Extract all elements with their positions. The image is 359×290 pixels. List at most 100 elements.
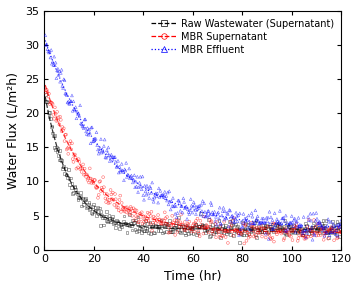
MBR Supernatant (279, 231, 284, 236)
MBR Effluent (259, 216, 265, 221)
Raw Wastewater (Supernatant) (144, 226, 150, 231)
MBR Effluent (286, 223, 292, 227)
MBR Supernatant (327, 227, 332, 232)
MBR Supernatant (332, 228, 338, 233)
MBR Supernatant (301, 233, 307, 237)
MBR Effluent (293, 220, 299, 224)
MBR Supernatant (172, 218, 177, 223)
MBR Supernatant (185, 222, 191, 226)
Raw Wastewater (Supernatant) (48, 125, 54, 129)
MBR Supernatant (129, 213, 135, 218)
Raw Wastewater (Supernatant) (293, 228, 298, 233)
Raw Wastewater (Supernatant) (95, 205, 101, 209)
MBR Effluent (96, 151, 102, 156)
MBR Supernatant (179, 222, 185, 227)
Raw Wastewater (Supernatant) (330, 223, 336, 228)
MBR Supernatant (44, 88, 50, 92)
Raw Wastewater (Supernatant) (53, 147, 59, 152)
MBR Supernatant (224, 229, 229, 233)
MBR Supernatant (215, 228, 220, 233)
MBR Supernatant (213, 222, 218, 226)
MBR Supernatant (151, 218, 157, 223)
MBR Effluent (155, 200, 161, 205)
MBR Effluent (97, 149, 102, 153)
MBR Supernatant (54, 110, 60, 114)
MBR Effluent (195, 206, 200, 211)
Raw Wastewater (Supernatant) (178, 224, 184, 229)
Raw Wastewater (Supernatant) (282, 218, 288, 223)
MBR Effluent (292, 216, 298, 221)
Raw Wastewater (Supernatant) (220, 230, 226, 235)
MBR Supernatant (248, 220, 254, 225)
MBR Supernatant (71, 153, 77, 158)
MBR Supernatant (232, 228, 237, 232)
MBR Supernatant (118, 209, 124, 214)
MBR Supernatant (65, 146, 70, 151)
Raw Wastewater (Supernatant) (288, 227, 293, 231)
MBR Effluent (258, 220, 264, 225)
MBR Effluent (67, 99, 73, 104)
MBR Effluent (67, 102, 73, 106)
Raw Wastewater (Supernatant) (65, 175, 70, 180)
MBR Supernatant (321, 238, 327, 242)
MBR Supernatant (134, 215, 140, 220)
Raw Wastewater (Supernatant) (269, 226, 275, 231)
MBR Effluent (323, 230, 329, 234)
Raw Wastewater (Supernatant) (106, 219, 111, 223)
MBR Effluent (122, 168, 128, 173)
MBR Supernatant (187, 227, 193, 231)
Raw Wastewater (Supernatant) (275, 222, 281, 226)
MBR Supernatant (261, 231, 267, 235)
Raw Wastewater (Supernatant) (84, 206, 90, 210)
MBR Supernatant (196, 231, 202, 236)
Raw Wastewater (Supernatant) (90, 204, 95, 209)
MBR Supernatant (271, 239, 277, 244)
Raw Wastewater (Supernatant) (320, 218, 326, 223)
MBR Effluent (273, 220, 279, 225)
MBR Supernatant (96, 193, 102, 197)
Raw Wastewater (Supernatant) (71, 185, 77, 190)
Raw Wastewater (Supernatant) (133, 218, 139, 222)
Raw Wastewater (Supernatant) (288, 231, 294, 235)
Raw Wastewater (Supernatant) (285, 224, 291, 228)
MBR Supernatant (62, 139, 67, 144)
MBR Effluent (213, 219, 218, 223)
MBR Effluent (243, 218, 248, 223)
MBR Supernatant (130, 209, 136, 213)
MBR Supernatant (241, 221, 246, 226)
Raw Wastewater (Supernatant) (94, 209, 100, 214)
MBR Effluent (197, 204, 202, 208)
MBR Effluent (250, 214, 255, 219)
Raw Wastewater (Supernatant) (98, 210, 104, 214)
MBR Effluent (110, 157, 116, 162)
MBR Supernatant (207, 218, 213, 222)
MBR Supernatant (76, 160, 82, 164)
Raw Wastewater (Supernatant) (297, 229, 303, 233)
MBR Effluent (243, 216, 249, 220)
Raw Wastewater (Supernatant) (316, 226, 321, 231)
MBR Effluent (299, 229, 305, 234)
MBR Effluent (332, 224, 338, 229)
MBR Supernatant (233, 228, 239, 233)
MBR Effluent (45, 49, 51, 53)
MBR Supernatant (237, 229, 243, 233)
MBR Effluent (281, 215, 286, 220)
Raw Wastewater (Supernatant) (274, 224, 280, 228)
MBR Effluent (83, 129, 89, 134)
MBR Effluent (209, 210, 215, 215)
MBR Supernatant (89, 177, 95, 182)
MBR Effluent (319, 224, 325, 229)
MBR Supernatant (309, 226, 315, 231)
MBR Effluent (285, 226, 291, 231)
MBR Supernatant (128, 204, 134, 209)
MBR Supernatant (229, 229, 235, 234)
Raw Wastewater (Supernatant) (201, 224, 206, 229)
Raw Wastewater (Supernatant) (103, 209, 109, 214)
MBR Supernatant (282, 226, 288, 231)
MBR Effluent (298, 224, 303, 229)
MBR Effluent (333, 232, 339, 237)
MBR Effluent (140, 174, 145, 179)
MBR Effluent (215, 210, 221, 215)
MBR Effluent (188, 203, 194, 208)
MBR Supernatant (85, 176, 91, 181)
